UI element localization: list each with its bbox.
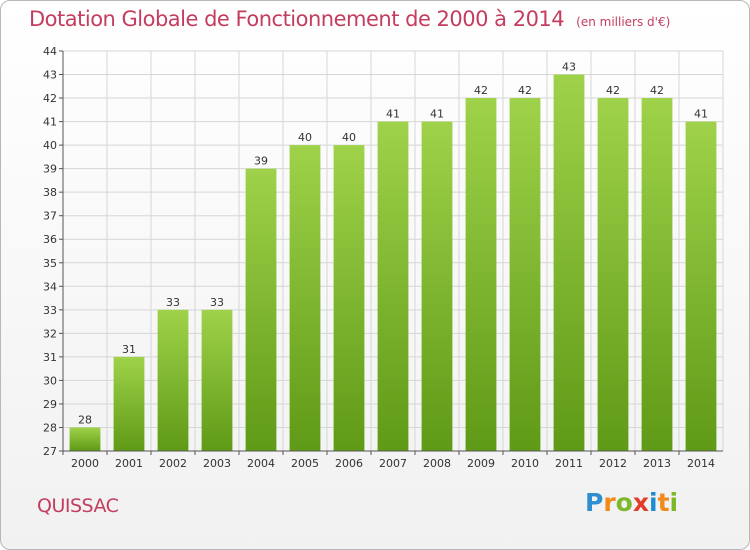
data-label: 42	[606, 84, 620, 97]
bar-2000	[69, 427, 101, 451]
bar-2008	[421, 121, 453, 452]
labels: 27 28 29 30 31 32 33 34 35 36 37 38 39 40 41 42 43 44 28 20…	[43, 45, 715, 470]
bar-2013	[641, 98, 673, 451]
y-tick-label: 36	[43, 233, 57, 246]
x-tick-label: 2006	[335, 457, 363, 470]
y-tick-label: 30	[43, 374, 57, 387]
x-tick-label: 2000	[71, 457, 99, 470]
data-label: 31	[122, 343, 136, 356]
bar-2004	[245, 168, 277, 451]
y-tick-label: 39	[43, 163, 57, 176]
bar-2003	[201, 309, 233, 451]
bar-2001	[113, 356, 145, 451]
y-tick-label: 38	[43, 186, 57, 199]
y-tick-label: 35	[43, 257, 57, 270]
bar-2014	[685, 121, 717, 452]
data-label: 42	[518, 84, 532, 97]
x-tick-label: 2012	[599, 457, 627, 470]
commune-name: QUISSAC	[37, 495, 119, 517]
data-label: 28	[78, 413, 92, 426]
x-tick-label: 2001	[115, 457, 143, 470]
x-tick-label: 2014	[687, 457, 715, 470]
y-tick-label: 29	[43, 398, 57, 411]
unit-note: (en milliers d'€)	[576, 15, 671, 29]
x-tick-label: 2003	[203, 457, 231, 470]
bar-2006	[333, 145, 365, 451]
x-tick-label: 2004	[247, 457, 275, 470]
bar-2012	[597, 98, 629, 451]
data-label: 42	[650, 84, 664, 97]
bar-2002	[157, 309, 189, 451]
data-label: 33	[166, 296, 180, 309]
y-tick-label: 37	[43, 210, 57, 223]
data-label: 41	[430, 108, 444, 121]
y-tick-label: 44	[43, 45, 57, 58]
x-tick-label: 2010	[511, 457, 539, 470]
chart-title: Dotation Globale de Fonctionnement de 20…	[29, 7, 670, 31]
y-tick-label: 42	[43, 92, 57, 105]
bar-2011	[553, 74, 585, 451]
x-tick-label: 2011	[555, 457, 583, 470]
data-label: 40	[298, 131, 312, 144]
data-label: 39	[254, 155, 268, 168]
data-label: 42	[474, 84, 488, 97]
bar-2009	[465, 98, 497, 451]
x-tick-label: 2002	[159, 457, 187, 470]
y-tick-label: 41	[43, 116, 57, 129]
data-label: 41	[694, 108, 708, 121]
x-tick-label: 2007	[379, 457, 407, 470]
data-label: 43	[562, 61, 576, 74]
x-tick-label: 2013	[643, 457, 671, 470]
x-tick-label: 2005	[291, 457, 319, 470]
y-tick-label: 33	[43, 304, 57, 317]
bars	[69, 74, 717, 452]
bar-2005	[289, 145, 321, 451]
y-tick-label: 40	[43, 139, 57, 152]
bar-2010	[509, 98, 541, 451]
y-tick-label: 27	[43, 445, 57, 458]
title-text: Dotation Globale de Fonctionnement de 20…	[29, 7, 565, 31]
x-tick-label: 2009	[467, 457, 495, 470]
bar-2007	[377, 121, 409, 452]
proxiti-logo: Proxiti	[585, 488, 679, 517]
data-label: 41	[386, 108, 400, 121]
x-tick-label: 2008	[423, 457, 451, 470]
axes	[59, 50, 723, 455]
y-tick-label: 32	[43, 327, 57, 340]
data-label: 33	[210, 296, 224, 309]
y-tick-label: 31	[43, 351, 57, 364]
y-tick-label: 43	[43, 69, 57, 82]
data-label: 40	[342, 131, 356, 144]
y-tick-label: 28	[43, 421, 57, 434]
y-tick-label: 34	[43, 280, 57, 293]
